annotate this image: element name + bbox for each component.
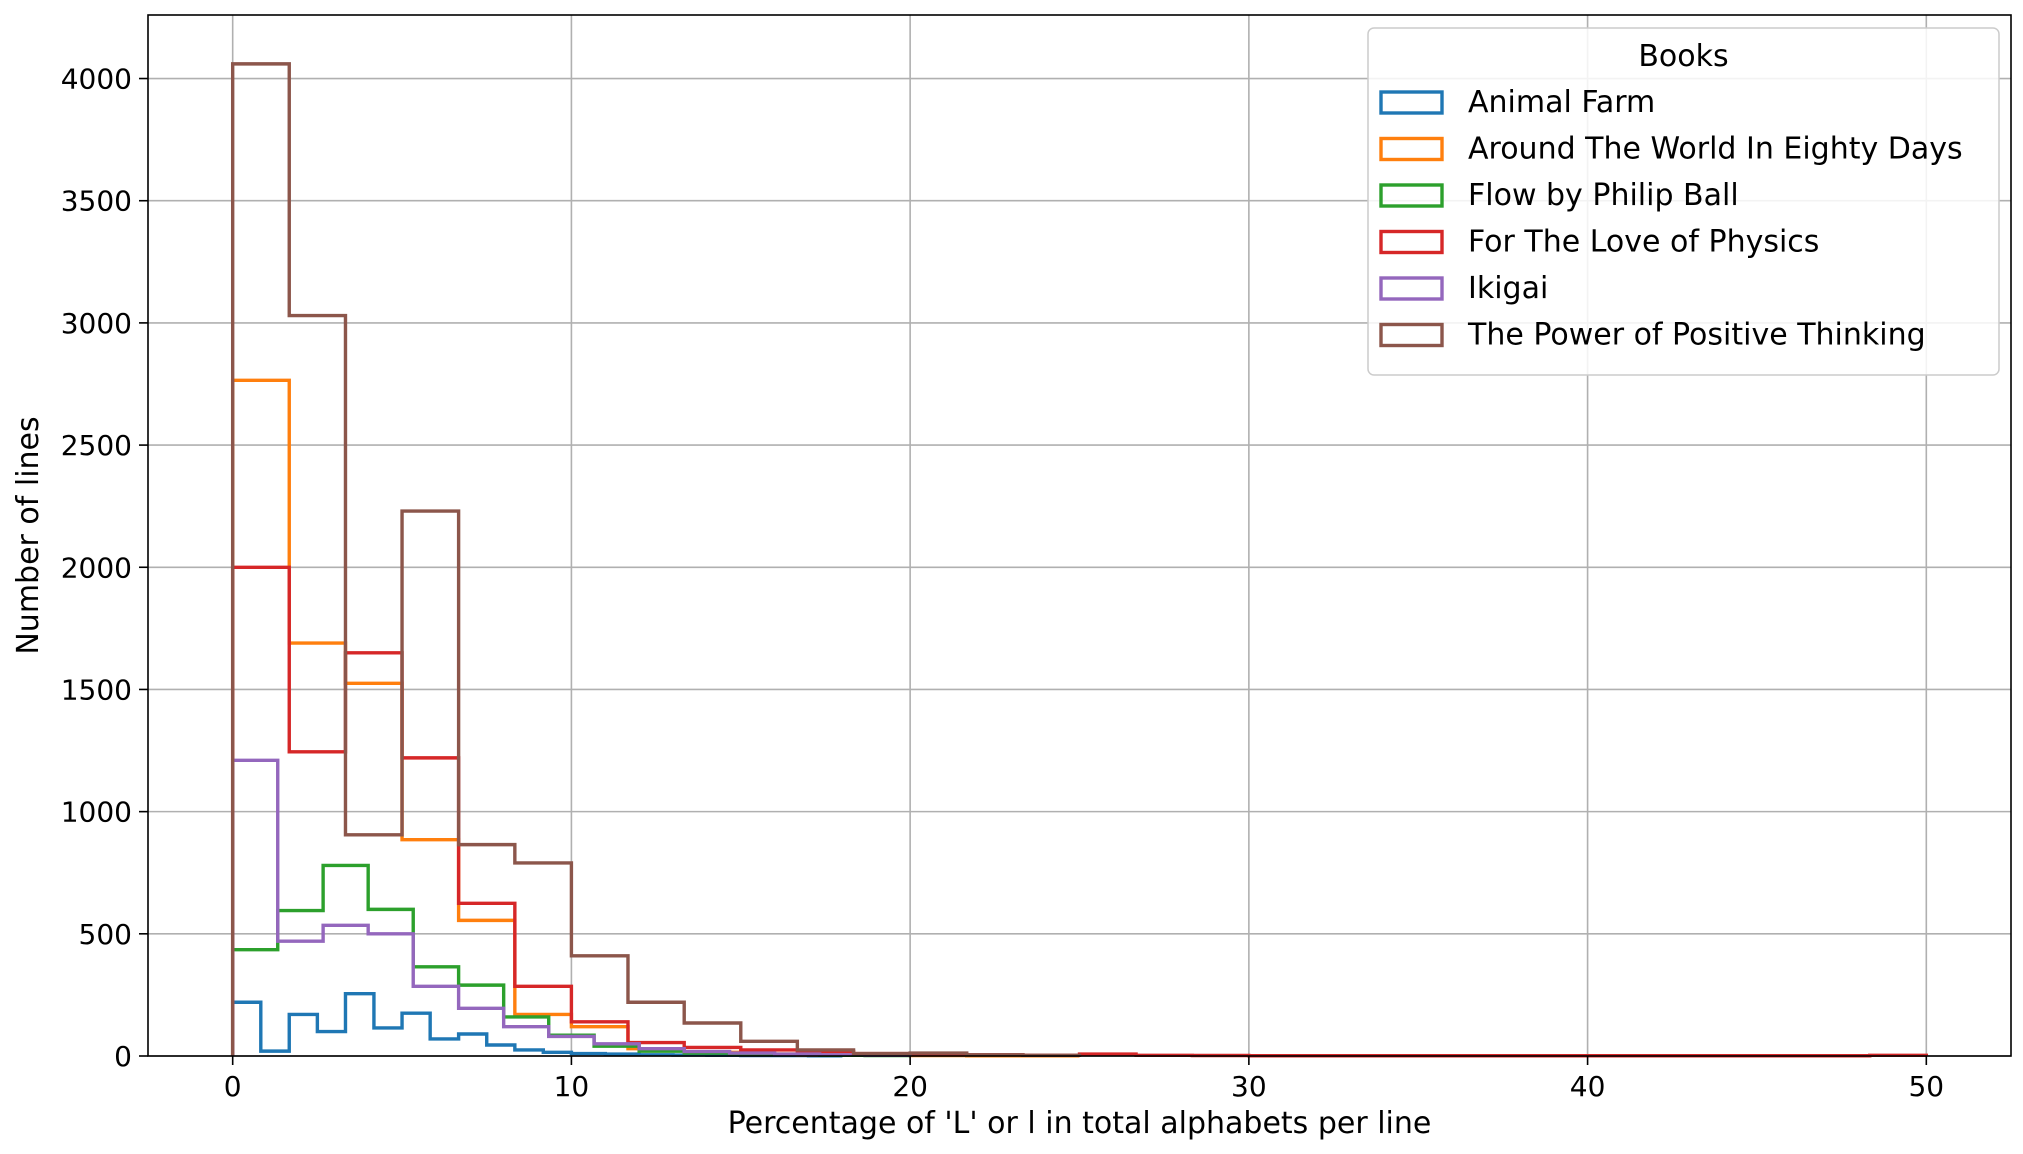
y-axis-ticks: 0 500 1000 1500 2000 2500 3000 3500 4000: [61, 63, 148, 1073]
legend-label: The Power of Positive Thinking: [1467, 318, 1926, 353]
legend-swatch: [1379, 229, 1444, 255]
legend-swatch: [1379, 90, 1444, 115]
x-axis-ticks: 0 10 20 30 40 50: [224, 1056, 1944, 1103]
y-tick-label: 500: [79, 918, 132, 951]
y-tick-label: 3000: [61, 307, 132, 340]
x-tick-label: 30: [1231, 1070, 1267, 1103]
y-axis-label: Number of lines: [11, 416, 46, 654]
y-tick-label: 3500: [61, 185, 132, 218]
x-tick-label: 0: [224, 1070, 242, 1103]
y-tick-label: 1500: [61, 673, 132, 706]
y-tick-label: 2500: [61, 429, 132, 462]
series-the-power-of-positive-thinking: [230, 62, 1082, 1057]
legend-label: Flow by Philip Ball: [1468, 178, 1739, 213]
legend-label: Animal Farm: [1468, 85, 1655, 120]
x-tick-label: 40: [1570, 1070, 1606, 1103]
legend-title: Books: [1638, 39, 1728, 74]
y-tick-label: 2000: [61, 551, 132, 584]
legend: Books Animal Farm Around The World In Eig…: [1367, 27, 2000, 376]
legend-label: Around The World In Eighty Days: [1468, 132, 1963, 167]
x-tick-label: 50: [1908, 1070, 1944, 1103]
legend-label: For The Love of Physics: [1468, 225, 1819, 260]
y-tick-label: 0: [114, 1040, 132, 1073]
x-axis-label: Percentage of 'L' or l in total alphabet…: [728, 1106, 1432, 1141]
x-tick-label: 20: [892, 1070, 928, 1103]
legend-box: [1367, 27, 2000, 376]
legend-label: Ikigai: [1468, 271, 1548, 306]
series-around-the-world-in-eighty-days: [230, 378, 1082, 1058]
plot-frame: [147, 14, 2012, 1057]
y-tick-label: 4000: [61, 63, 132, 96]
x-tick-label: 10: [554, 1070, 590, 1103]
legend-swatch: [1379, 136, 1444, 162]
series-animal-farm: [230, 991, 845, 1058]
legend-swatch: [1379, 276, 1444, 301]
legend-swatch: [1379, 183, 1444, 208]
series-ikigai: [230, 758, 912, 1057]
y-tick-label: 1000: [61, 796, 132, 829]
legend-swatch: [1379, 322, 1444, 348]
